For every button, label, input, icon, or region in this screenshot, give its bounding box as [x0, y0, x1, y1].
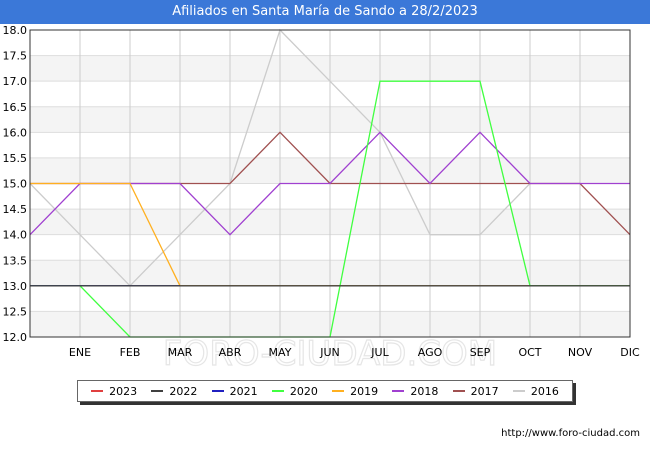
legend: 2023 2022 2021 2020 2019 2018 2017 2016 — [77, 380, 573, 402]
plot-border — [29, 29, 631, 338]
legend-swatch — [392, 390, 405, 392]
y-tick-label: 16.0 — [3, 126, 28, 139]
legend-label: 2018 — [410, 384, 439, 398]
x-tick-label: ENE — [69, 346, 91, 359]
y-tick-label: 12.0 — [3, 331, 28, 344]
legend-label: 2022 — [169, 384, 198, 398]
y-tick-label: 14.5 — [3, 203, 28, 216]
y-tick-label: 15.5 — [3, 152, 28, 165]
x-tick-label: ABR — [219, 346, 242, 359]
legend-swatch — [332, 390, 345, 392]
legend-label: 2019 — [350, 384, 379, 398]
legend-label: 2017 — [470, 384, 499, 398]
y-tick-label: 13.0 — [3, 280, 28, 293]
y-tick-label: 17.0 — [3, 75, 28, 88]
x-axis-ticks: ENE FEB MAR ABR MAY JUN JUL AGO SEP OCT NOV DIC — [69, 346, 640, 359]
watermark: FORO-CIUDAD.COM — [163, 334, 497, 374]
x-tick-label: FEB — [120, 346, 141, 359]
legend-item-2023: 2023 — [91, 385, 137, 398]
x-tick-label: DIC — [620, 346, 640, 359]
legend-label: 2020 — [289, 384, 318, 398]
y-tick-label: 15.0 — [3, 178, 28, 191]
legend-item-2017: 2017 — [452, 384, 499, 398]
legend-item-2018: 2018 — [392, 385, 438, 398]
y-tick-label: 14.0 — [3, 229, 28, 242]
legend-item-2019: 2019 — [332, 385, 378, 398]
legend-swatch — [211, 390, 224, 392]
legend-item-2021: 2021 — [211, 384, 258, 398]
y-tick-label: 13.5 — [3, 254, 28, 267]
y-tick-label: 12.5 — [3, 305, 28, 318]
x-tick-label: JUN — [319, 346, 340, 359]
x-tick-label: NOV — [568, 346, 593, 359]
x-tick-label: JUL — [370, 346, 389, 359]
legend-item-2022: 2022 — [151, 385, 197, 398]
legend-swatch — [512, 390, 525, 392]
legend-swatch — [91, 390, 104, 392]
source-url: http://www.foro-ciudad.com — [501, 428, 640, 439]
legend-label: 2023 — [109, 384, 138, 398]
x-tick-label: SEP — [470, 346, 491, 359]
y-tick-label: 18.0 — [3, 24, 28, 37]
legend-swatch — [151, 390, 164, 392]
x-tick-label: MAY — [269, 346, 292, 359]
chart-title: Afiliados en Santa María de Sando a 28/2… — [0, 0, 650, 24]
x-tick-label: OCT — [518, 346, 541, 359]
legend-label: 2021 — [229, 384, 258, 398]
legend-item-2016: 2016 — [512, 384, 559, 398]
y-tick-label: 17.5 — [3, 50, 28, 63]
legend-swatch — [452, 390, 465, 392]
x-tick-label: MAR — [168, 346, 193, 359]
x-tick-label: AGO — [418, 346, 443, 359]
legend-swatch — [271, 390, 284, 392]
legend-item-2020: 2020 — [271, 384, 318, 398]
y-tick-label: 16.5 — [3, 101, 28, 114]
y-axis-ticks: 12.0 12.5 13.0 13.5 14.0 14.5 15.0 15.5 16.0 16.5… — [3, 24, 28, 344]
legend-label: 2016 — [530, 384, 559, 398]
